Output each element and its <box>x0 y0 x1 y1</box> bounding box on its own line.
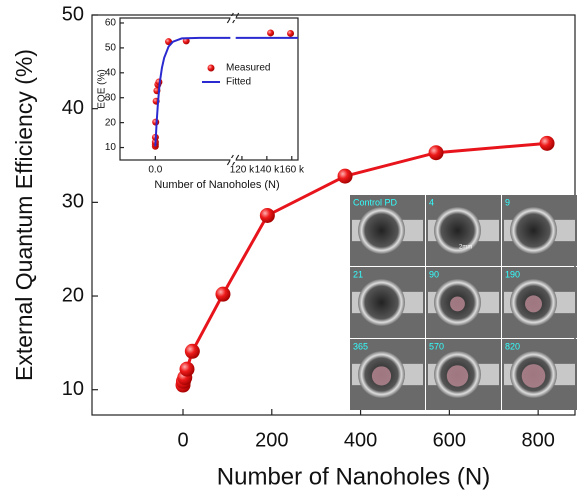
measured-point <box>267 29 275 37</box>
legend-label: Fitted <box>226 77 251 88</box>
inset-bg <box>119 17 299 161</box>
photo-device <box>358 279 405 326</box>
x-tick-label: 200 <box>255 429 288 451</box>
data-point <box>259 207 275 223</box>
x-axis-label: Number of Nanoholes (N) <box>154 179 279 191</box>
y-tick-label: 20 <box>105 117 117 128</box>
y-axis-label: External Quantum Efficiency (%) <box>11 49 37 381</box>
y-tick-label: 40 <box>62 97 84 119</box>
photo-hole <box>371 366 392 386</box>
scale-label: 2mm <box>459 245 472 251</box>
y-tick-label: 10 <box>62 378 84 400</box>
x-tick-label: 140 k <box>255 165 280 176</box>
photo-hole <box>525 295 542 313</box>
data-point <box>539 135 555 151</box>
photo-label: 9 <box>505 197 510 207</box>
photo-device <box>510 207 557 254</box>
y-tick-label: 30 <box>62 191 84 213</box>
x-tick-label: 160 k <box>280 165 305 176</box>
photo-label: 90 <box>429 269 439 279</box>
legend-marker <box>207 64 215 72</box>
measured-point <box>287 29 295 37</box>
photo-device <box>358 207 405 254</box>
y-axis-label: EQE (%) <box>97 69 108 108</box>
x-tick-label: 600 <box>433 429 466 451</box>
fit-line <box>154 36 298 147</box>
x-axis-label: Number of Nanoholes (N) <box>217 463 490 490</box>
y-tick-label: 10 <box>105 142 117 153</box>
x-tick-label: 800 <box>521 429 554 451</box>
photo-label: 365 <box>353 341 368 351</box>
photo-label: 4 <box>429 197 434 207</box>
y-tick-label: 20 <box>62 284 84 306</box>
photo-hole <box>521 364 546 388</box>
y-tick-label: 50 <box>62 3 84 25</box>
y-tick-label: 30 <box>105 92 117 103</box>
photo-label: 570 <box>429 341 444 351</box>
x-tick-label: 120 k <box>230 165 255 176</box>
data-point <box>179 361 195 377</box>
y-tick-label: 60 <box>105 18 117 29</box>
photo-device <box>434 207 481 254</box>
x-tick-label: 0.0 <box>148 165 162 176</box>
photo-hole <box>446 365 469 387</box>
x-tick-label: 0 <box>177 429 188 451</box>
break-gap <box>230 158 236 162</box>
data-point <box>428 145 444 161</box>
break-gap <box>230 16 236 20</box>
data-point <box>337 168 353 184</box>
data-point <box>184 343 200 359</box>
y-tick-label: 50 <box>105 43 117 54</box>
photo-label: 21 <box>353 269 363 279</box>
photo-label: Control PD <box>353 197 398 207</box>
photo-label: 190 <box>505 269 520 279</box>
legend-label: Measured <box>226 63 270 74</box>
photo-hole <box>450 296 465 312</box>
y-tick-label: 40 <box>105 67 117 78</box>
photo-label: 820 <box>505 341 520 351</box>
x-tick-label: 400 <box>344 429 377 451</box>
data-point <box>215 286 231 302</box>
